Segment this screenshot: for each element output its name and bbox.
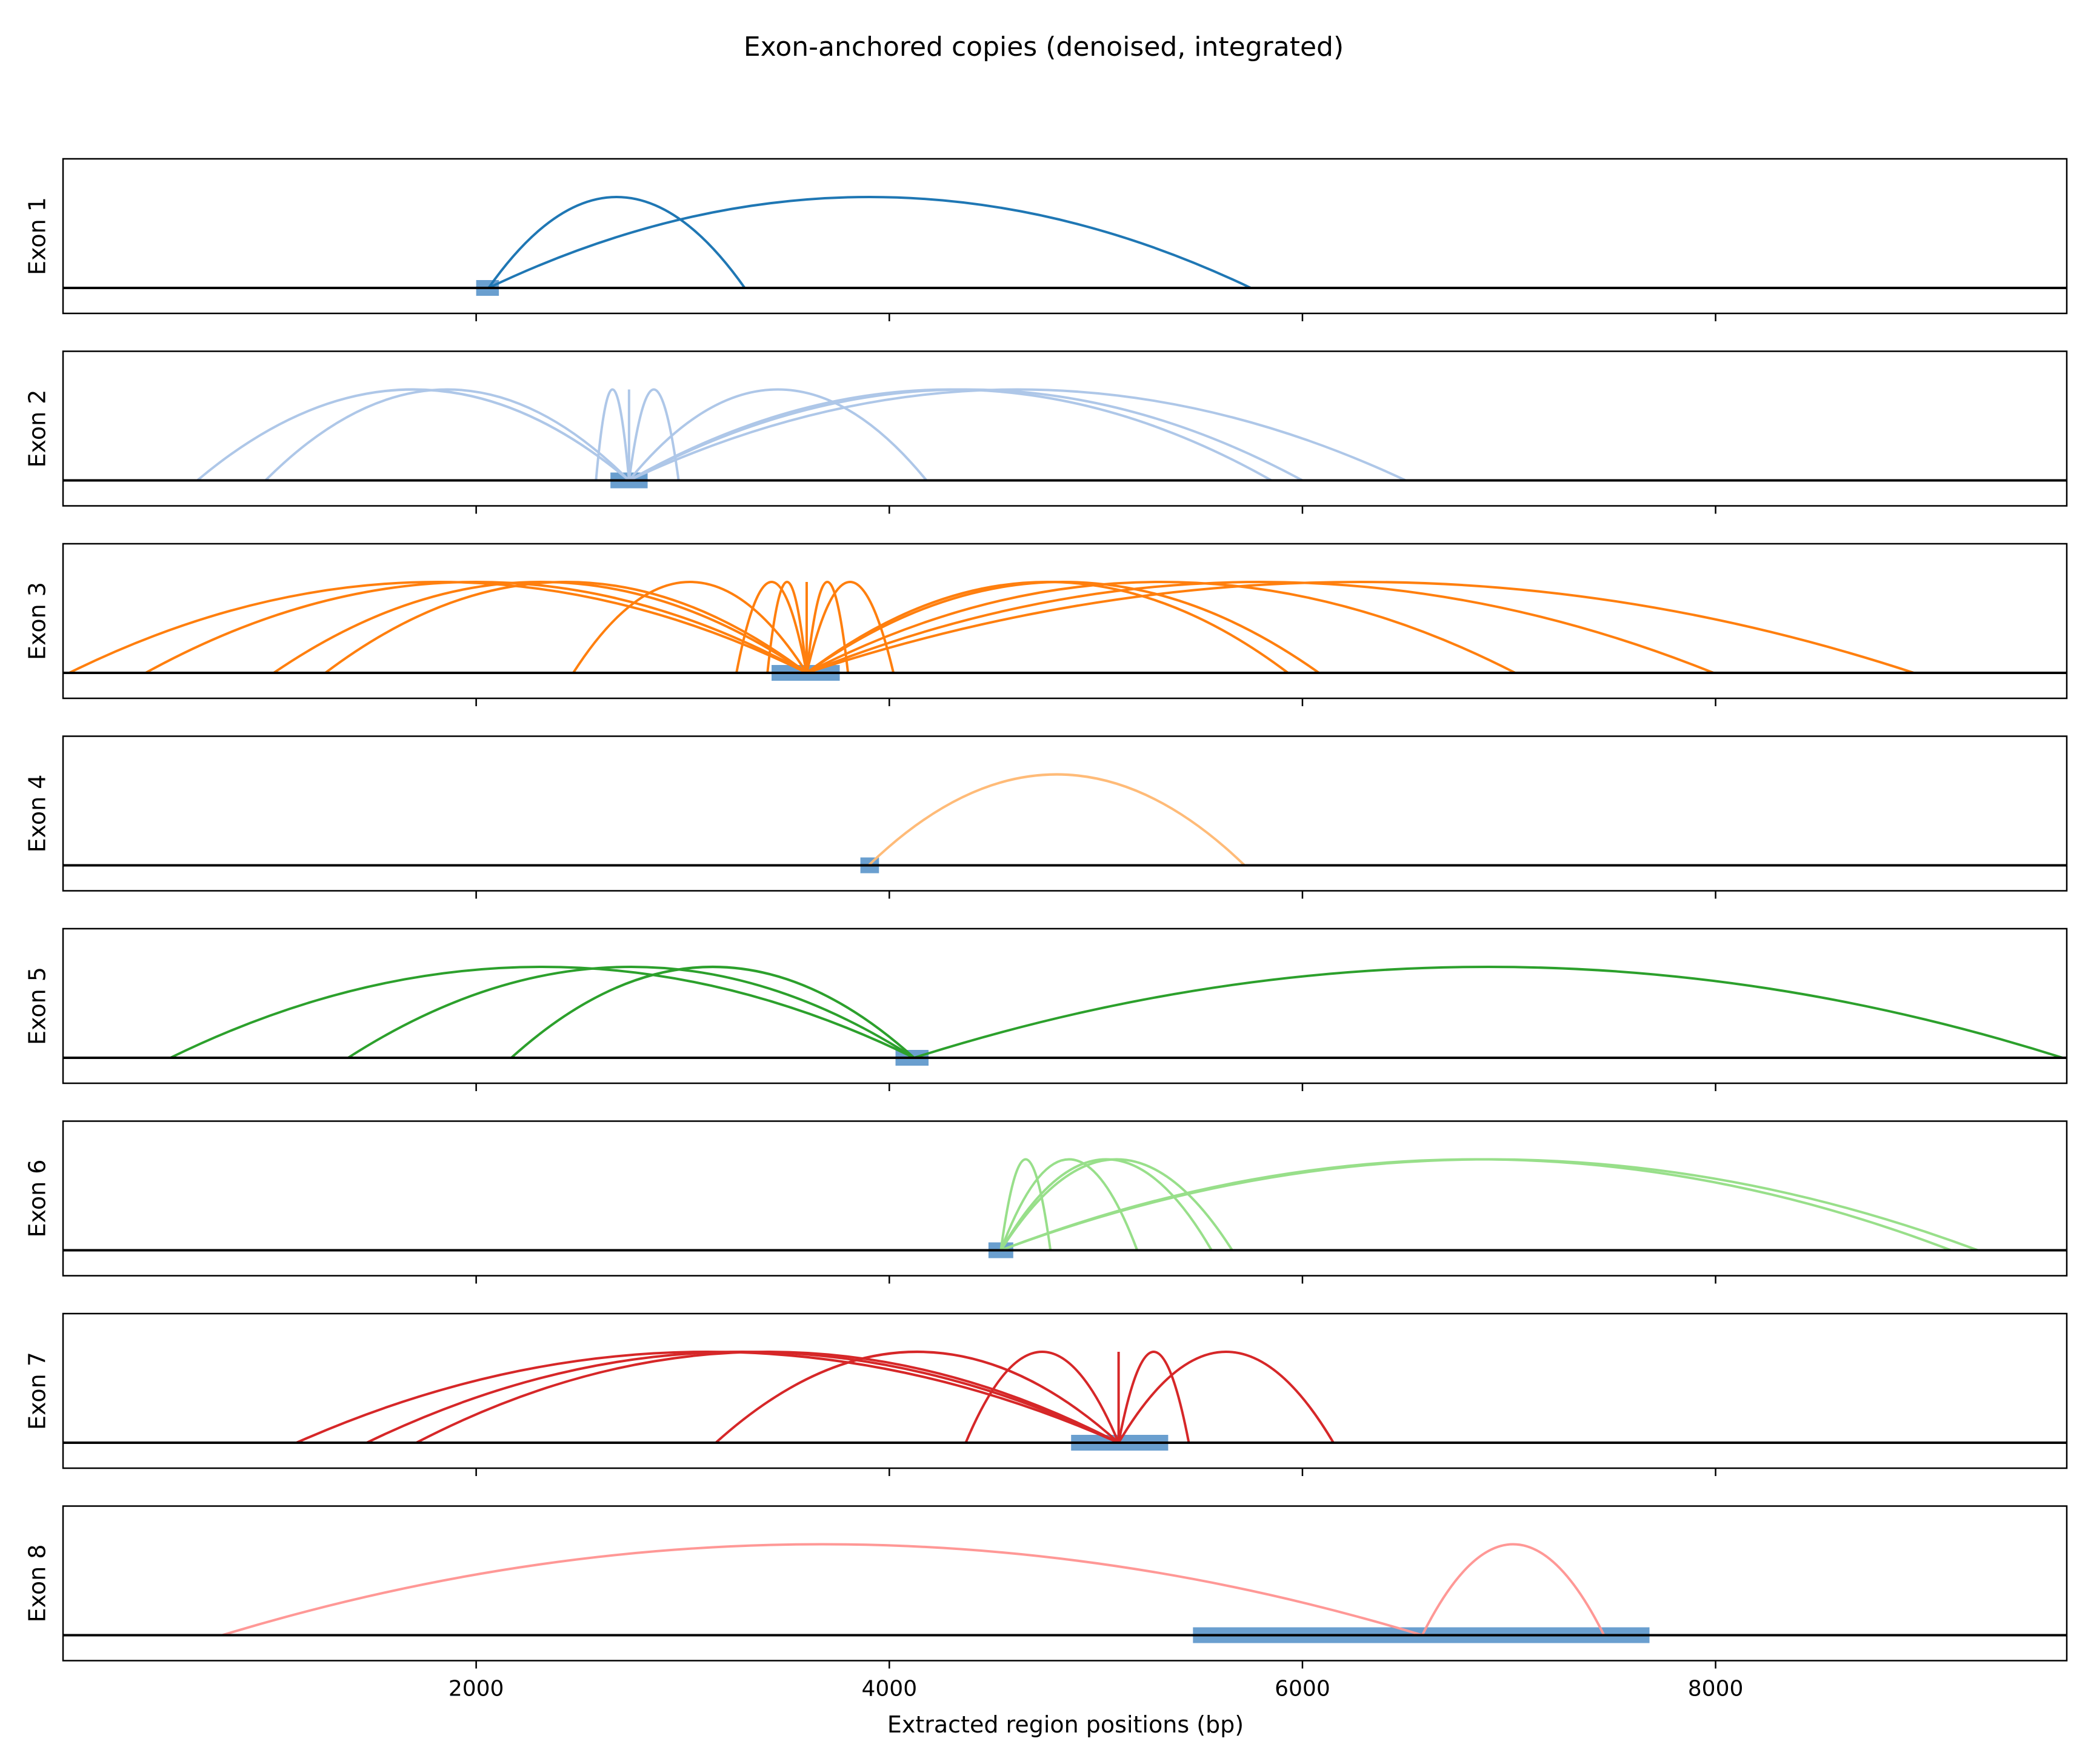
copy-arc (715, 1351, 1119, 1444)
panel-label: Exon 5 (24, 967, 51, 1045)
x-axis-label: Extracted region positions (bp) (887, 1711, 1244, 1738)
panel-label: Exon 1 (24, 197, 51, 275)
copy-arc (415, 1351, 1119, 1444)
x-tick-label: 4000 (861, 1677, 917, 1702)
copy-arc (1117, 1351, 1335, 1444)
panel-1: Exon 1 (24, 158, 2068, 321)
copy-arc (805, 581, 1289, 674)
copy-arc (324, 581, 808, 674)
copy-arc (145, 581, 807, 674)
copy-arc (1000, 1158, 1979, 1252)
copy-arc (629, 388, 1407, 482)
panel-frame (62, 1120, 2068, 1277)
panel-frame (62, 158, 2068, 315)
copy-arc (964, 1351, 1120, 1443)
panel-4: Exon 4 (24, 735, 2068, 899)
panel-8: Exon 8 2000 4000 6000 8000 (24, 1505, 2068, 1702)
copy-arc (221, 1543, 1423, 1637)
copy-arc (628, 388, 1303, 482)
panel-frame (62, 543, 2068, 700)
x-tick-label: 2000 (449, 1677, 504, 1702)
copy-arc (510, 966, 915, 1059)
panel-label: Exon 2 (24, 390, 51, 468)
panel-label: Exon 7 (24, 1352, 51, 1430)
copy-arc (999, 1158, 1213, 1251)
panel-label: Exon 6 (24, 1160, 51, 1238)
copy-arc (805, 581, 895, 673)
copy-arc (806, 581, 1714, 674)
copy-arc (805, 581, 1320, 674)
panel-frame (62, 1505, 2068, 1662)
x-tick-label: 6000 (1275, 1677, 1330, 1702)
copy-arc (628, 388, 928, 481)
copy-arc (170, 966, 915, 1059)
panels: Exon 1 Exon 2 Exon 3 Exon 4 Exon 5 Exon 6 Exon… (24, 158, 2068, 1702)
copy-arc (627, 388, 680, 481)
chart-title: Exon-anchored copies (denoised, integrat… (744, 32, 1344, 62)
panel-5: Exon 5 (24, 927, 2068, 1091)
panel-2: Exon 2 (24, 350, 2068, 514)
copy-arc (264, 388, 630, 481)
panel-frame (62, 735, 2068, 892)
panel-label: Exon 3 (24, 582, 51, 660)
copy-arc (766, 581, 808, 673)
copy-arc (806, 581, 1915, 674)
copy-arc (806, 581, 1516, 674)
panel-3: Exon 3 (24, 543, 2068, 706)
panel-frame (62, 927, 2068, 1084)
panel-frame (62, 350, 2068, 507)
copy-arc (347, 966, 915, 1059)
copy-arc (595, 388, 630, 481)
copy-arc (867, 773, 1246, 866)
panel-6: Exon 6 (24, 1120, 2068, 1284)
copy-arc (1117, 1351, 1190, 1443)
copy-arc (913, 966, 2063, 1059)
copy-arc (805, 581, 850, 673)
copy-arc (366, 1351, 1119, 1444)
copy-arc (999, 1158, 1233, 1251)
copy-arc (487, 196, 746, 289)
copy-arc (196, 388, 630, 482)
panel-frame (62, 1312, 2068, 1469)
panel-label: Exon 8 (24, 1545, 51, 1623)
copy-arc (999, 1158, 1052, 1251)
x-tick-label: 8000 (1688, 1677, 1744, 1702)
copy-arc (999, 1158, 1139, 1251)
copy-arc (735, 581, 808, 673)
panel-label: Exon 4 (24, 775, 51, 853)
panel-7: Exon 7 (24, 1312, 2068, 1476)
copy-arc (1421, 1543, 1606, 1636)
copy-arc (488, 196, 1252, 289)
